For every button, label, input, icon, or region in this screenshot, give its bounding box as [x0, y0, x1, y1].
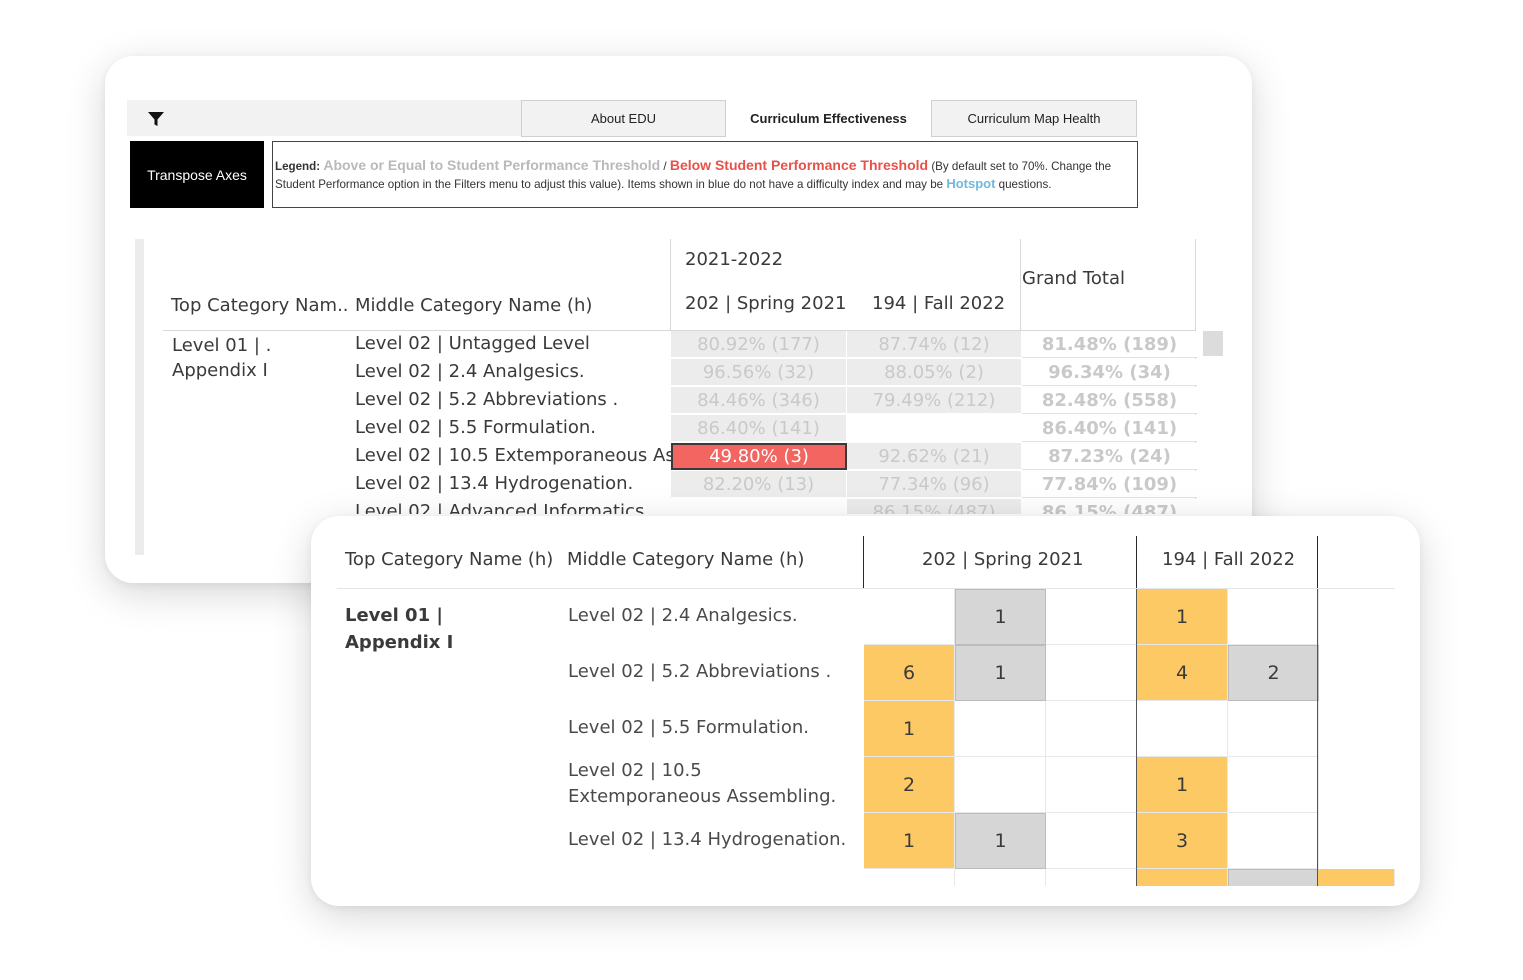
count-cell[interactable] [1046, 589, 1137, 645]
middle-category-label: Level 02 | 2.4 Analgesics. [355, 361, 585, 382]
legend-separator: / [660, 160, 670, 173]
count-cell[interactable]: 1 [864, 813, 955, 869]
legend-end: questions. [995, 178, 1052, 191]
middle-category-label: Level 02 | Advanced [568, 883, 860, 886]
legend-note: (By default set to 70%. Change the Stude… [275, 160, 1112, 191]
count-cell[interactable]: 1 [864, 701, 955, 757]
count-cell[interactable] [1228, 589, 1319, 645]
cell-spring-2021[interactable]: 82.20% (13) [671, 471, 847, 498]
count-cell[interactable] [1046, 701, 1137, 757]
count-cell[interactable] [1046, 645, 1137, 701]
legend-hotspot: Hotspot [946, 176, 996, 191]
vertical-scrollbar[interactable] [135, 239, 144, 555]
cell-spring-2021[interactable]: 80.92% (177) [671, 331, 847, 358]
middle-category-label: Level 02 | 5.5 Formulation. [355, 417, 596, 438]
cell-grand-total[interactable]: 87.23% (24) [1022, 443, 1197, 470]
cell-grand-total[interactable]: 86.40% (141) [1022, 415, 1197, 442]
legend-below-threshold: Below Student Performance Threshold [669, 157, 929, 173]
col-fall-2022: 194 | Fall 2022 [872, 293, 1006, 314]
count-cell[interactable] [1046, 757, 1137, 813]
count-cell[interactable] [864, 869, 955, 886]
cell-fall-2022[interactable]: 92.62% (21) [847, 443, 1022, 470]
col-middle-category: Middle Category Name (h) [355, 295, 593, 316]
count-cell[interactable]: 1 [1137, 757, 1228, 813]
tab-curriculum-effectiveness[interactable]: Curriculum Effectiveness [726, 100, 931, 137]
performance-table: 2021-2022 Top Category Nam.. Middle Cate… [163, 239, 1223, 514]
legend-above-threshold: Above or Equal to Student Performance Th… [323, 157, 661, 173]
tab-about-edu[interactable]: About EDU [521, 100, 726, 137]
count-cell[interactable] [1228, 869, 1319, 886]
col-fall-2022: 194 | Fall 2022 [1162, 549, 1296, 570]
cell-spring-2021[interactable] [671, 499, 847, 514]
tab-bar: About EDU Curriculum Effectiveness Curri… [521, 100, 1137, 137]
top-category-line1: Level 01 | [345, 605, 443, 626]
count-cell[interactable] [955, 757, 1046, 813]
count-cell[interactable] [1318, 869, 1395, 886]
top-category-line1: Level 01 | . [172, 335, 272, 356]
middle-category-label: Level 02 | Advanced Informatics [355, 501, 645, 514]
count-cell[interactable] [1137, 869, 1228, 886]
count-cell[interactable] [1046, 869, 1137, 886]
middle-category-label: Level 02 | 5.2 Abbreviations . [355, 389, 619, 410]
count-cell[interactable] [1046, 813, 1137, 869]
count-cell[interactable]: 1 [1137, 589, 1228, 645]
middle-category-label: Level 02 | 13.4 Hydrogenation. [568, 829, 847, 850]
cell-grand-total[interactable]: 82.48% (558) [1022, 387, 1197, 414]
cell-grand-total[interactable]: 96.34% (34) [1022, 359, 1197, 386]
count-cell[interactable] [955, 701, 1046, 757]
year-header: 2021-2022 [685, 249, 784, 270]
legend-label: Legend: [275, 160, 321, 173]
col-top-category: Top Category Name (h) [345, 549, 554, 570]
cell-spring-2021[interactable]: 84.46% (346) [671, 387, 847, 414]
count-cell[interactable]: 4 [1137, 645, 1228, 701]
count-cell[interactable]: 1 [955, 645, 1046, 701]
count-cell[interactable] [955, 869, 1046, 886]
count-cell[interactable]: 6 [864, 645, 955, 701]
transpose-axes-button[interactable]: Transpose Axes [130, 141, 264, 208]
cell-grand-total[interactable]: 81.48% (189) [1022, 331, 1197, 358]
middle-category-label: Level 02 | 13.4 Hydrogenation. [355, 473, 634, 494]
col-grand-total: Grand Total [1022, 268, 1125, 289]
cell-fall-2022[interactable]: 79.49% (212) [847, 387, 1022, 414]
middle-category-label: Level 02 | 10.5 Extemporaneous As.. [355, 445, 687, 466]
count-cell[interactable]: 1 [955, 589, 1046, 645]
count-cell[interactable] [1228, 757, 1319, 813]
cell-spring-2021[interactable]: 86.40% (141) [671, 415, 847, 442]
middle-category-label: Level 02 | 5.5 Formulation. [568, 717, 809, 738]
col-spring-2021: 202 | Spring 2021 [922, 549, 1084, 570]
count-cell[interactable]: 2 [864, 757, 955, 813]
cell-grand-total[interactable]: 86.15% (487) [1022, 499, 1197, 514]
cell-spring-2021[interactable]: 96.56% (32) [671, 359, 847, 386]
top-category-line2: Appendix I [345, 632, 454, 653]
count-cell[interactable]: 2 [1228, 645, 1319, 701]
filter-icon[interactable] [147, 110, 165, 128]
dashboard-card-front: Top Category Name (h) Middle Category Na… [311, 516, 1420, 906]
middle-category-label: Level 02 | 10.5 Extemporaneous Assemblin… [568, 760, 837, 807]
count-cell[interactable] [864, 589, 955, 645]
middle-category-label: Level 02 | Untagged Level [355, 333, 590, 354]
dashboard-card-back: About EDU Curriculum Effectiveness Curri… [105, 56, 1252, 583]
legend: Legend: Above or Equal to Student Perfor… [272, 141, 1138, 208]
col-top-category: Top Category Nam.. [171, 295, 349, 316]
cell-fall-2022[interactable]: 77.34% (96) [847, 471, 1022, 498]
count-cell[interactable]: 3 [1137, 813, 1228, 869]
cell-fall-2022[interactable]: 86.15% (487) [847, 499, 1022, 514]
cell-spring-2021[interactable]: 49.80% (3) [671, 443, 847, 470]
cell-fall-2022[interactable] [847, 415, 1022, 442]
count-cell[interactable]: 1 [955, 813, 1046, 869]
col-spring-2021: 202 | Spring 2021 [685, 293, 847, 314]
middle-category-label: Level 02 | 5.2 Abbreviations . [568, 661, 832, 682]
count-cell[interactable] [1228, 701, 1319, 757]
cell-fall-2022[interactable]: 88.05% (2) [847, 359, 1022, 386]
tab-curriculum-map-health[interactable]: Curriculum Map Health [931, 100, 1137, 137]
count-cell[interactable] [1228, 813, 1319, 869]
top-category-line2: Appendix I [172, 360, 268, 381]
cell-grand-total[interactable]: 77.84% (109) [1022, 471, 1197, 498]
cell-fall-2022[interactable]: 87.74% (12) [847, 331, 1022, 358]
col-middle-category: Middle Category Name (h) [567, 549, 805, 570]
count-cell[interactable] [1137, 701, 1228, 757]
count-table: Top Category Name (h) Middle Category Na… [311, 516, 1420, 886]
middle-category-label: Level 02 | 2.4 Analgesics. [568, 605, 798, 626]
table-scroll-thumb[interactable] [1203, 331, 1223, 356]
